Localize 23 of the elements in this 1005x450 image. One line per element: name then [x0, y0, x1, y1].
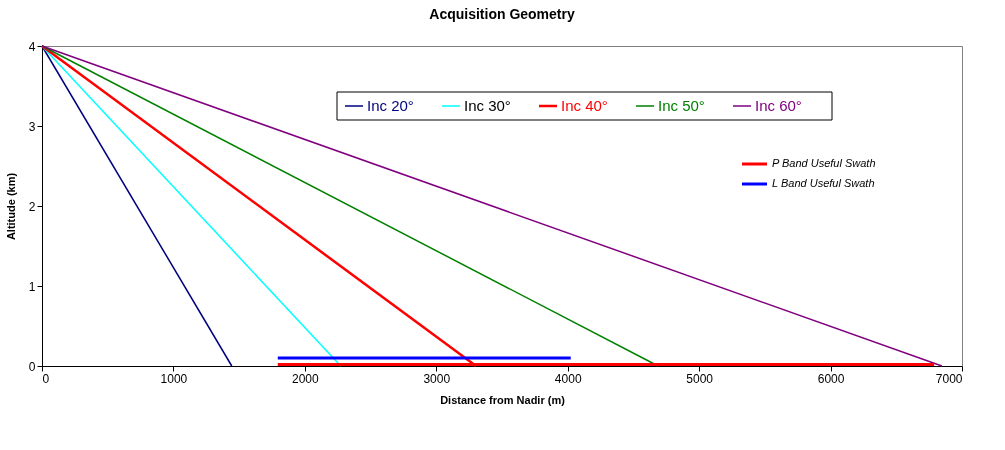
x-tick-label: 1000	[160, 371, 188, 386]
y-tick-label: 4	[28, 39, 36, 54]
x-tick-label: 2000	[292, 371, 320, 386]
legend-label: L Band Useful Swath	[772, 177, 875, 189]
legend-label: P Band Useful Swath	[772, 157, 876, 169]
x-tick-label: 4000	[554, 371, 582, 386]
legend-label: Inc 20°	[367, 97, 414, 114]
x-tick-label: 0	[42, 371, 50, 386]
legend-label: Inc 30°	[464, 97, 511, 114]
legend-label: Inc 60°	[755, 97, 802, 114]
legend-label: Inc 50°	[658, 97, 705, 114]
x-tick-label: 3000	[423, 371, 451, 386]
y-tick-label: 2	[28, 199, 36, 214]
y-tick-label: 0	[28, 359, 36, 374]
x-axis-title: Distance from Nadir (m)	[440, 393, 566, 406]
x-tick-label: 5000	[686, 371, 714, 386]
chart-title: Acquisition Geometry	[429, 6, 575, 22]
x-tick-label: 6000	[817, 371, 845, 386]
y-tick-label: 1	[28, 279, 36, 294]
legend-label: Inc 40°	[561, 97, 608, 114]
y-axis-title: Altitude (km)	[4, 172, 17, 241]
y-tick-label: 3	[28, 119, 36, 134]
x-tick-label: 7000	[935, 371, 963, 386]
